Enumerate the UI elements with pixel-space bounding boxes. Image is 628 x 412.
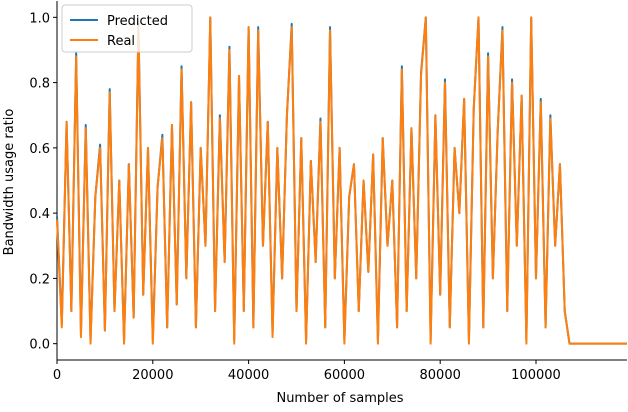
legend: Predicted Real [61,4,193,53]
x-tick-label: 40000 [228,368,269,383]
y-tick-label: 0.6 [29,142,50,157]
legend-label: Predicted [107,14,168,29]
x-tick-label: 60000 [324,368,365,383]
y-axis-label: Bandwidth usage ratio [2,109,17,256]
y-tick-label: 0.0 [29,338,50,353]
y-tick-label: 0.2 [29,272,50,287]
series-line [56,16,627,345]
x-axis-label: Number of samples [276,391,403,406]
x-tick-label: 80000 [420,368,461,383]
x-tick-label: 0 [53,368,61,383]
x-tick-label: 20000 [132,368,173,383]
legend-label: Real [107,34,135,49]
y-tick-label: 0.8 [29,77,50,92]
y-tick-label: 1.0 [29,11,50,26]
x-tick-label: 100000 [511,368,561,383]
y-tick-label: 0.4 [29,207,50,222]
